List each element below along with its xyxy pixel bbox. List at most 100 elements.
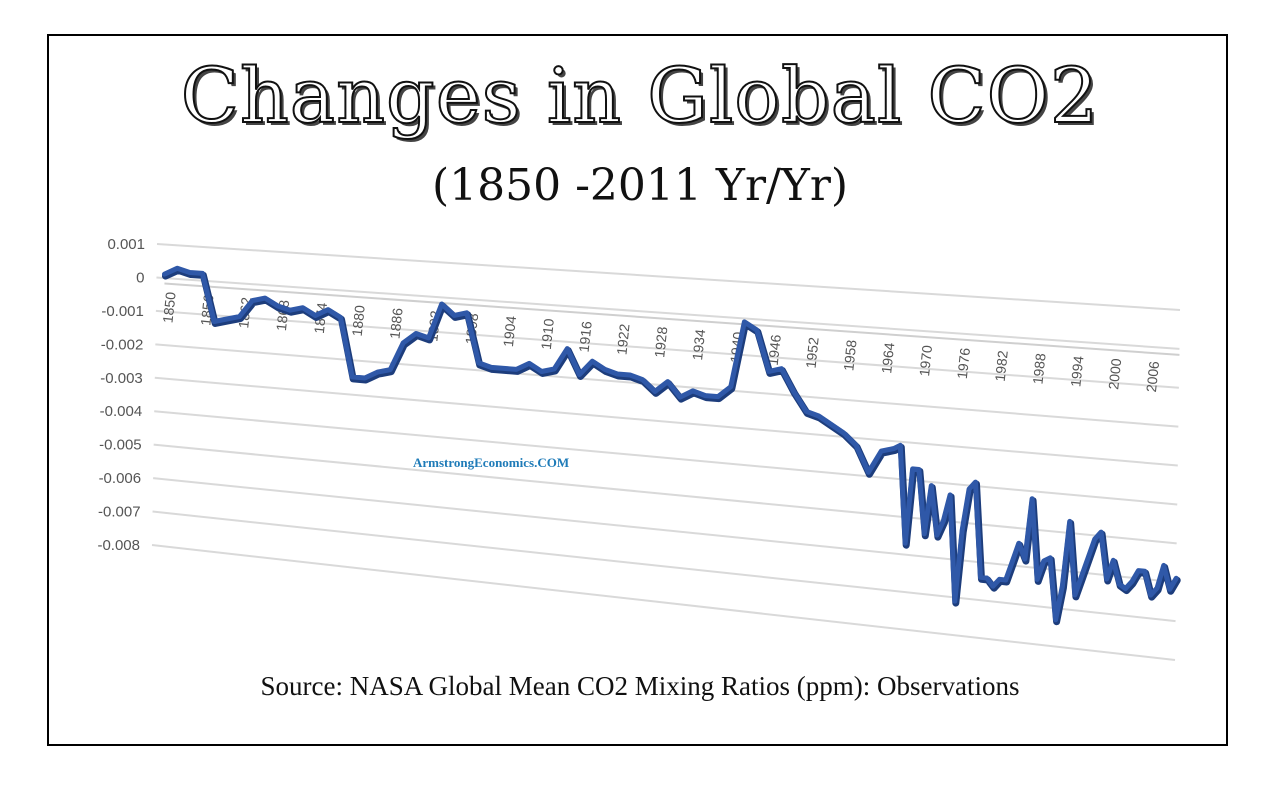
data-point [314,314,317,317]
data-point [867,471,870,474]
data-series [162,265,1181,626]
y-axis-ticks: 0.001 0 -0.001 -0.002 -0.003 -0.004 -0.005 -0.0… [97,236,145,554]
data-point [465,311,468,314]
data-point [1042,559,1046,563]
data-point [440,302,443,306]
data-point [704,394,707,397]
gridline [156,276,1180,350]
x-tick-label: 1976 [954,347,973,380]
data-point [1099,530,1103,534]
data-point [1086,556,1090,559]
data-point [1168,588,1171,591]
data-point [1175,577,1178,580]
data-point [1124,587,1127,590]
data-point [326,308,330,311]
data-point [854,444,858,447]
data-point [288,309,292,312]
gridline [153,443,1177,545]
data-point [1093,538,1096,541]
data-point [515,368,518,371]
data-point [935,533,939,537]
data-point [1011,560,1014,563]
x-axis-baseline [164,282,1180,356]
data-point [1149,593,1152,597]
data-point [942,519,945,522]
data-point [1036,578,1039,581]
data-point [1080,575,1083,578]
x-tick-label: 1946 [765,333,784,366]
data-point [402,341,405,345]
watermark: ArmstrongEconomics.COM [413,455,570,470]
data-point [339,316,342,319]
data-point [904,542,907,545]
data-point [743,320,746,324]
x-tick-label: 1886 [386,307,405,340]
data-point [780,367,783,370]
data-point [716,395,720,398]
data-point [991,585,995,588]
y-tick-label: -0.008 [97,537,140,554]
data-point [427,336,430,340]
data-point [1105,577,1108,581]
x-tick-label: 2000 [1105,357,1124,390]
gridline [156,243,1181,311]
y-tick-label: -0.001 [101,303,144,320]
data-point [351,375,354,379]
data-point [176,267,179,270]
data-point [974,480,977,484]
data-point [603,368,606,371]
data-point [163,272,166,276]
y-tick-label: -0.005 [99,437,142,454]
x-tick-label: 1982 [992,349,1011,382]
gridline [155,309,1179,389]
chart-subtitle: (1850 -2011 Yr/Yr) [431,160,849,211]
data-point [263,296,267,300]
y-tick-label: -0.002 [101,336,144,353]
data-point [251,299,254,302]
data-point [880,449,883,453]
data-point [238,315,241,318]
data-point [930,484,933,487]
data-point [1162,564,1165,567]
x-tick-label: 1934 [689,328,708,361]
data-point [490,366,493,369]
data-point [1030,497,1034,500]
x-tick-label: 1958 [840,339,859,372]
data-point [502,367,505,370]
x-tick-label: 1922 [613,323,632,356]
data-point [1061,584,1064,588]
data-point [967,487,971,491]
series-line [162,265,1179,623]
data-point [578,373,581,376]
y-tick-label: -0.004 [100,403,143,420]
data-point [1073,593,1077,597]
data-point [998,578,1001,581]
data-point [830,423,833,426]
data-point [1068,520,1071,523]
data-point [1004,578,1007,582]
data-point [842,431,845,435]
x-tick-label: 1880 [349,304,368,337]
data-point [917,468,921,471]
data-point [953,599,956,603]
data-point [899,444,902,447]
data-point [301,306,304,309]
data-point [1049,556,1052,559]
data-point [553,367,556,371]
data-point [1130,580,1134,583]
x-tick-label: 1910 [538,318,557,351]
data-point [678,395,682,399]
data-point [276,304,279,308]
x-axis-ticks: 1850 1856 1862 1868 1874 1880 1886 1892 1898 1904… [160,291,1163,393]
data-point [817,414,820,418]
data-point [948,493,952,497]
data-point [225,317,229,321]
data-point [792,390,795,393]
y-tick-label: -0.006 [99,470,142,487]
data-point [892,447,896,450]
gridlines [151,243,1181,661]
data-point [363,376,366,380]
chart-frame [47,34,1228,746]
x-tick-label: 1928 [651,326,670,359]
